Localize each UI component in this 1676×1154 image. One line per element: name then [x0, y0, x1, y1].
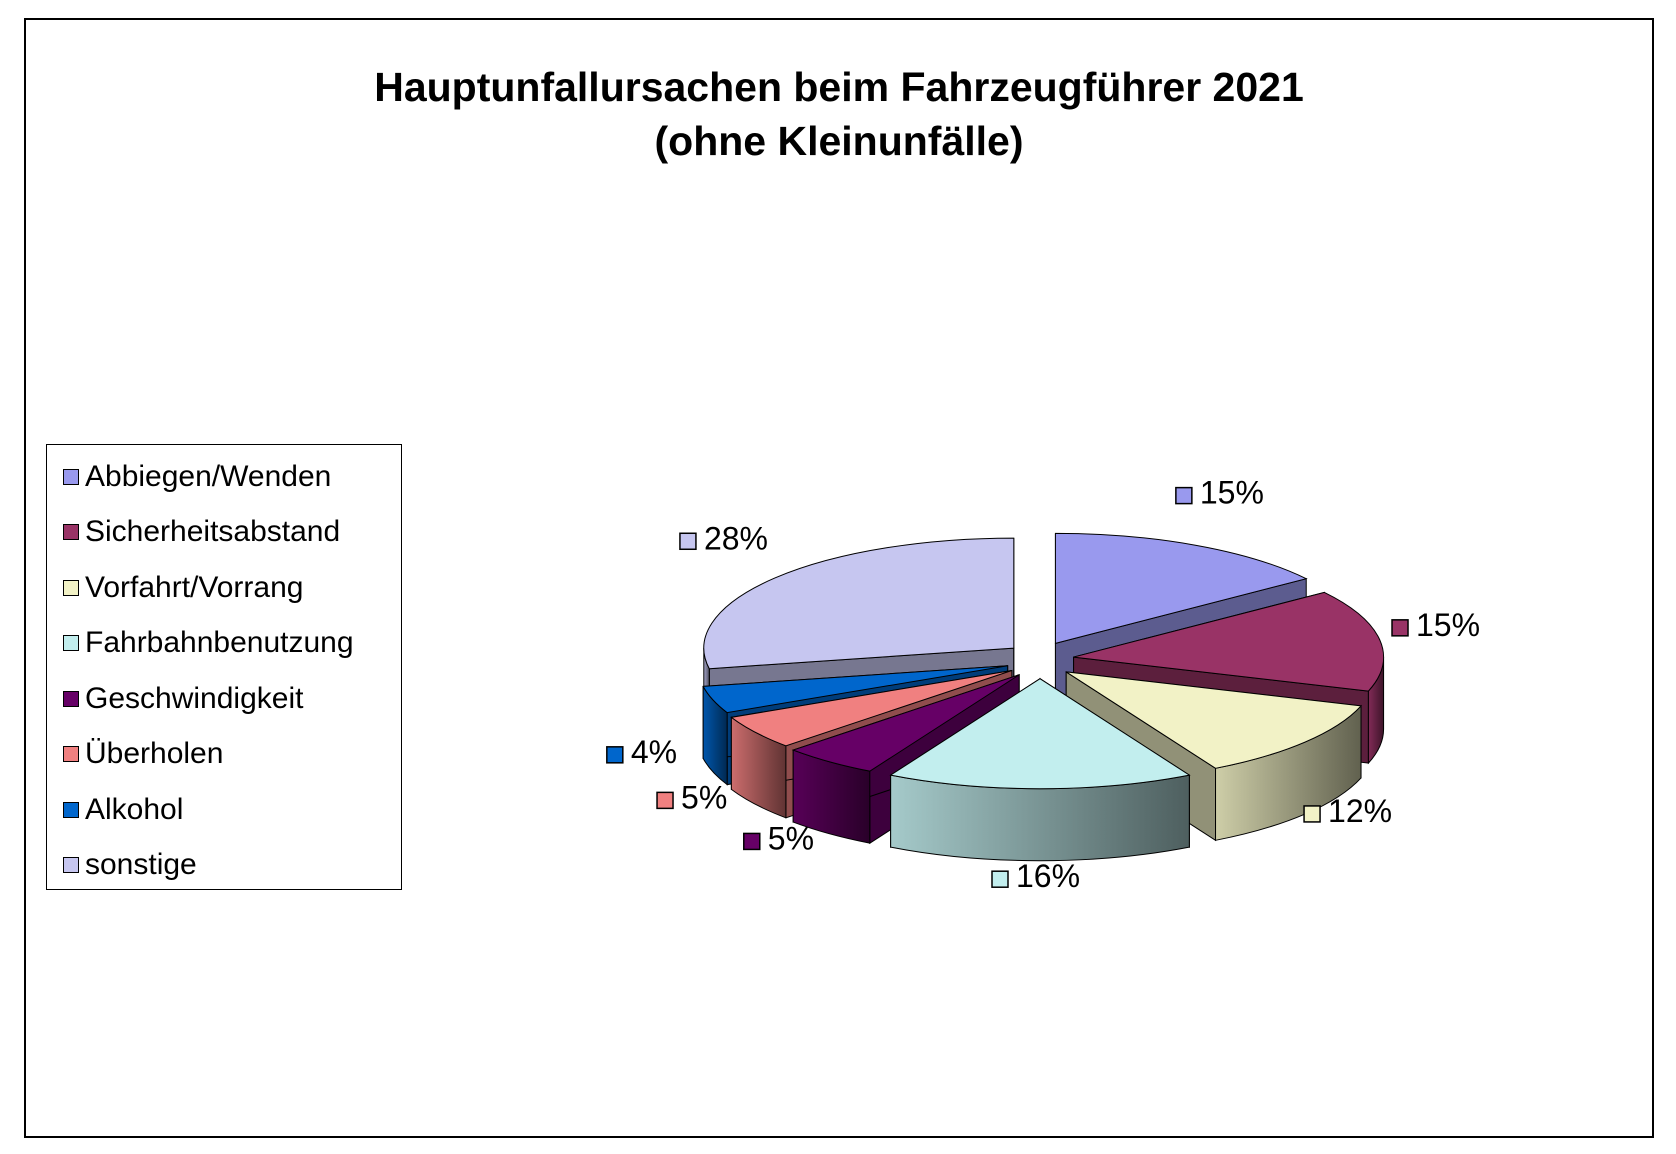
- pie-slice-top: [730, 670, 1013, 747]
- data-label: 16%: [991, 858, 1080, 894]
- data-label-swatch: [606, 746, 624, 764]
- data-label-text: 5%: [768, 820, 814, 856]
- legend-item-sicherheitsabstand: Sicherheitsabstand: [63, 512, 340, 552]
- data-label-swatch: [743, 832, 761, 851]
- pie-slice-top: [889, 678, 1191, 790]
- data-label: 5%: [743, 820, 814, 856]
- pie-slice-top: [702, 665, 1008, 714]
- data-label-swatch: [656, 791, 674, 810]
- data-label-swatch: [679, 532, 697, 551]
- data-label-swatch: [1391, 619, 1409, 637]
- data-label: 4%: [606, 734, 677, 770]
- data-label: 12%: [1303, 793, 1392, 829]
- data-label-swatch: [991, 870, 1009, 888]
- legend-item-vorfahrt-vorrang: Vorfahrt/Vorrang: [63, 568, 303, 608]
- data-label-text: 16%: [1016, 858, 1080, 894]
- data-label: 5%: [656, 779, 727, 815]
- legend-swatch: [63, 802, 79, 818]
- data-label: 15%: [1391, 607, 1480, 643]
- chart-title: Hauptunfallursachen beim Fahrzeugführer …: [26, 60, 1652, 168]
- legend-swatch: [63, 469, 79, 485]
- legend-label: Geschwindigkeit: [85, 682, 304, 715]
- pie-slice-top: [791, 674, 1020, 772]
- data-label-text: 15%: [1416, 607, 1480, 643]
- legend: Abbiegen/Wenden Sicherheitsabstand Vorfa…: [46, 444, 402, 890]
- chart-title-line-2: (ohne Kleinunfälle): [654, 118, 1024, 164]
- legend-item-geschwindigkeit: Geschwindigkeit: [63, 679, 303, 719]
- legend-label: Fahrbahnbenutzung: [85, 626, 354, 659]
- legend-swatch: [63, 857, 79, 873]
- data-label: 15%: [1175, 475, 1264, 511]
- data-label-swatch: [1175, 486, 1193, 505]
- legend-label: Vorfahrt/Vorrang: [85, 571, 304, 604]
- legend-label: Überholen: [85, 737, 224, 770]
- legend-item-abbiegen-wenden: Abbiegen/Wenden: [63, 457, 331, 497]
- legend-item-fahrbahnbenutzung: Fahrbahnbenutzung: [63, 623, 354, 663]
- legend-item-sonstige: sonstige: [63, 845, 197, 885]
- pie-slice-top: [1065, 671, 1363, 769]
- legend-label: Alkohol: [85, 793, 184, 826]
- pie-slice-top: [1073, 591, 1385, 692]
- pie-slice: [889, 677, 1191, 862]
- legend-swatch: [63, 524, 79, 540]
- legend-swatch: [63, 635, 79, 651]
- legend-label: Sicherheitsabstand: [85, 515, 341, 548]
- data-label: 28%: [679, 520, 768, 556]
- data-label-text: 15%: [1200, 475, 1264, 511]
- data-label-text: 28%: [704, 520, 768, 556]
- chart-title-line-1: Hauptunfallursachen beim Fahrzeugführer …: [374, 64, 1304, 110]
- data-label-text: 5%: [681, 779, 727, 815]
- legend-swatch: [63, 746, 79, 762]
- data-label-text: 12%: [1328, 793, 1392, 829]
- legend-label: Abbiegen/Wenden: [85, 460, 332, 493]
- data-label-text: 4%: [631, 734, 677, 770]
- legend-item-alkohol: Alkohol: [63, 790, 183, 830]
- legend-swatch: [63, 580, 79, 596]
- legend-swatch: [63, 691, 79, 707]
- legend-label: sonstige: [85, 848, 197, 881]
- pie-slice-top: [703, 537, 1015, 670]
- data-label-swatch: [1303, 805, 1321, 823]
- legend-item-ueberholen: Überholen: [63, 734, 223, 774]
- pie-slice-top: [1054, 532, 1308, 644]
